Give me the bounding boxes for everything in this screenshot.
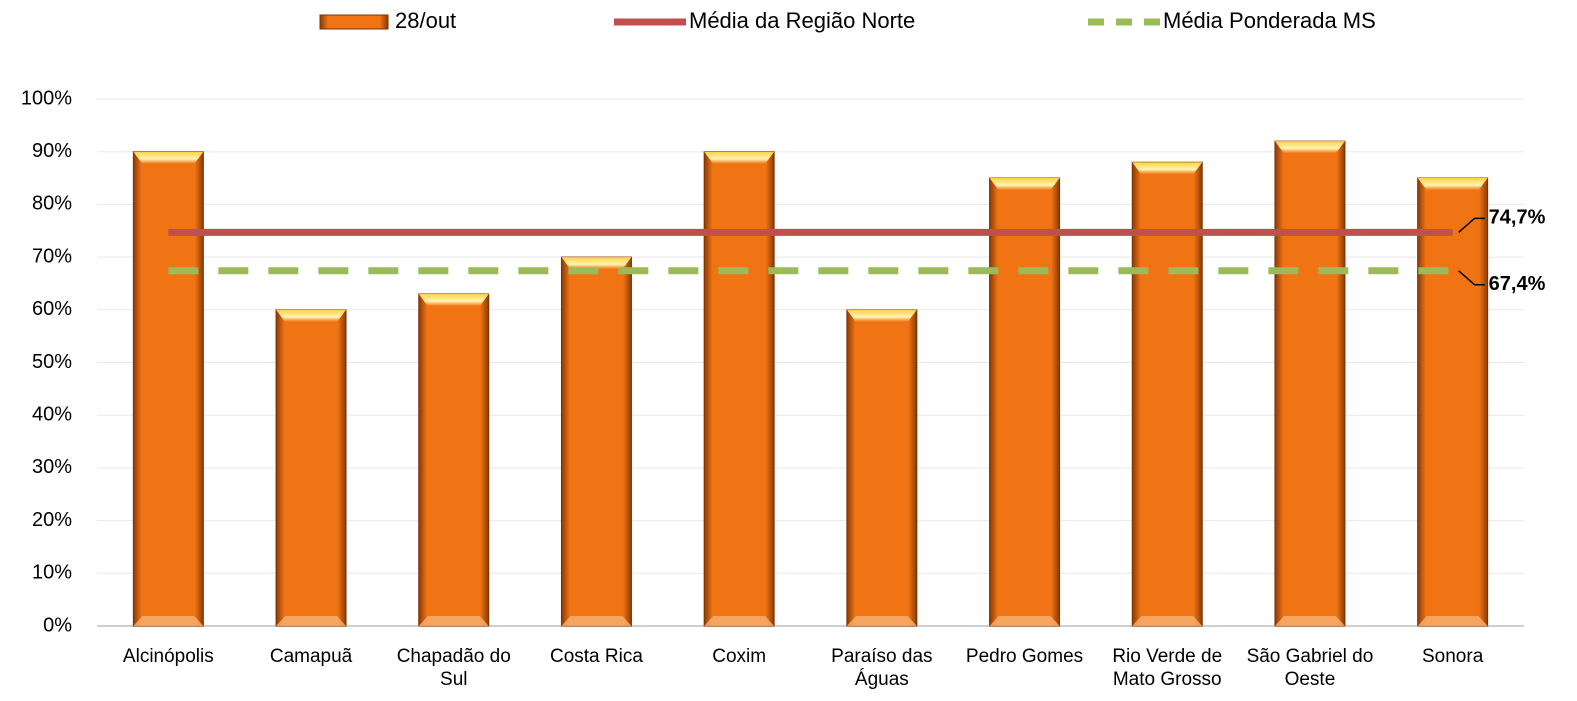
x-tick-label: Pedro Gomes	[965, 646, 1084, 667]
bar	[703, 151, 775, 627]
x-tick-label: São Gabriel do Oeste	[1246, 646, 1374, 690]
label-leader	[1458, 217, 1485, 233]
bar-cap	[561, 257, 632, 270]
bar-base	[704, 616, 775, 626]
bar	[418, 293, 490, 627]
bar-base	[561, 616, 632, 626]
legend-label: 28/out	[395, 8, 456, 33]
y-tick-label: 30%	[32, 456, 72, 478]
x-tick-label: Coxim	[712, 646, 767, 667]
bar-base	[1417, 616, 1488, 626]
legend-swatch	[319, 14, 389, 30]
bar-cap	[704, 151, 775, 164]
y-tick-label: 90%	[32, 140, 72, 162]
data-label: 74,7%	[1489, 207, 1546, 229]
bar-cap	[418, 293, 489, 306]
bar	[1131, 161, 1203, 627]
bar-base	[1132, 616, 1203, 626]
label-leader	[1458, 270, 1485, 286]
bar-cap	[276, 309, 347, 322]
legend-label: Média Ponderada MS	[1163, 8, 1376, 33]
x-tick-label: Costa Rica	[549, 646, 643, 667]
y-tick-label: 0%	[43, 614, 72, 636]
x-tick-label: Paraíso das Águas	[831, 646, 933, 690]
x-tick-label: Rio Verde de Mato Grosso	[1112, 646, 1223, 690]
y-tick-label: 100%	[21, 87, 72, 109]
y-tick-label: 20%	[32, 509, 72, 531]
y-tick-label: 50%	[32, 351, 72, 373]
bar	[846, 309, 918, 627]
bar-cap	[133, 151, 204, 164]
x-tick-label: Sonora	[1422, 646, 1484, 667]
bar-base	[846, 616, 917, 626]
bar-cap	[1132, 162, 1203, 175]
bar-cap	[1274, 141, 1345, 154]
bar	[989, 177, 1061, 627]
bar	[1417, 177, 1489, 627]
y-tick-label: 40%	[32, 403, 72, 425]
bar-base	[989, 616, 1060, 626]
x-tick-label: Chapadão do Sul	[396, 646, 511, 690]
bar-base	[276, 616, 347, 626]
bar	[560, 256, 632, 627]
bar	[275, 309, 347, 627]
bar-base	[418, 616, 489, 626]
bar	[132, 151, 204, 627]
y-tick-label: 80%	[32, 193, 72, 215]
data-label: 67,4%	[1489, 273, 1546, 295]
bar-base	[1274, 616, 1345, 626]
y-tick-label: 10%	[32, 562, 72, 584]
bar-cap	[989, 178, 1060, 191]
bar-base	[133, 616, 204, 626]
bar-cap	[1417, 178, 1488, 191]
legend-label: Média da Região Norte	[689, 8, 915, 33]
y-tick-label: 60%	[32, 298, 72, 320]
y-tick-label: 70%	[32, 245, 72, 267]
bar	[1274, 140, 1346, 627]
x-tick-label: Camapuã	[269, 646, 353, 667]
bar-cap	[846, 309, 917, 322]
x-tick-label: Alcinópolis	[122, 646, 214, 667]
